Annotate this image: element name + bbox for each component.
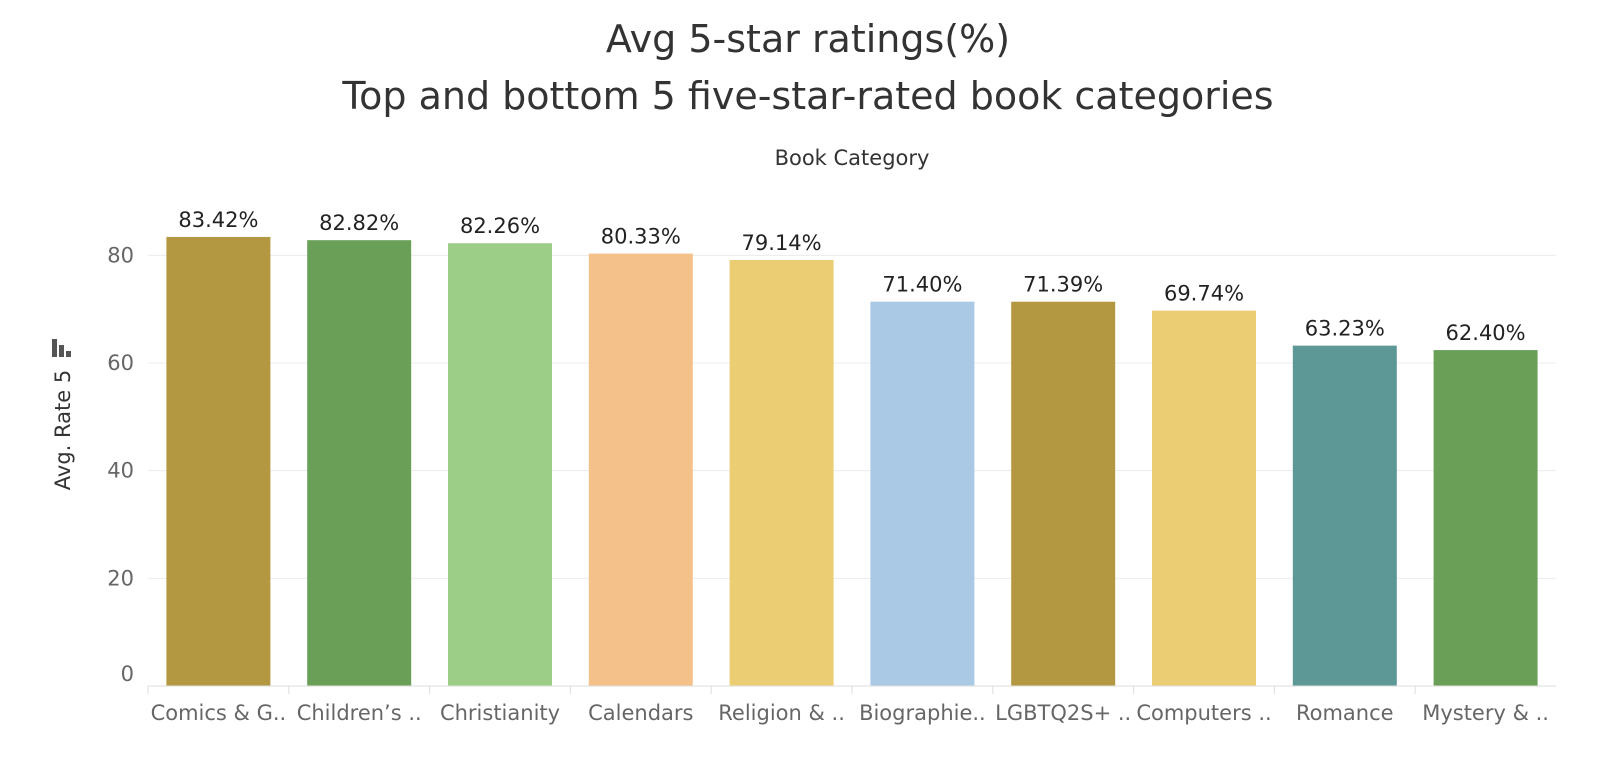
bar[interactable]: [1011, 301, 1116, 686]
value-labels: 83.42% 82.82% 82.26% 80.33% 79.14% 71.40% 71.3…: [178, 208, 1525, 345]
x-tick-label: Calendars: [588, 701, 693, 725]
bar-value-label: 79.14%: [742, 231, 822, 255]
x-tick-label: Comics & G..: [151, 701, 287, 725]
y-tick-label: 20: [107, 566, 134, 590]
x-tick-label: Computers ..: [1136, 701, 1271, 725]
bar[interactable]: [1152, 310, 1256, 686]
y-tick-label: 0: [121, 662, 134, 686]
bar-value-label: 82.26%: [460, 214, 540, 238]
bar-value-label: 82.82%: [319, 211, 399, 235]
bar[interactable]: [166, 236, 271, 686]
x-tick-label: Religion & ..: [718, 701, 845, 725]
x-tick-label: Children’s ..: [297, 701, 422, 725]
x-tick-label: Biographie..: [859, 701, 986, 725]
x-tick-label: Christianity: [440, 701, 560, 725]
y-axis-ticks: 0 20 40 60 80: [107, 243, 134, 686]
y-tick-label: 40: [107, 459, 134, 483]
bar-value-label: 83.42%: [178, 208, 258, 232]
bar-value-label: 80.33%: [601, 225, 681, 249]
bar[interactable]: [870, 301, 975, 686]
bar[interactable]: [1292, 345, 1397, 686]
bar-value-label: 69.74%: [1164, 282, 1244, 306]
chart-title: Avg 5-star ratings(%): [606, 17, 1010, 61]
bar[interactable]: [588, 253, 693, 686]
y-tick-label: 60: [107, 351, 134, 375]
y-tick-label: 80: [107, 243, 134, 267]
bar[interactable]: [1433, 350, 1538, 686]
bar[interactable]: [448, 243, 552, 686]
bars: [166, 236, 1538, 687]
column-header: Book Category: [775, 146, 930, 170]
bar[interactable]: [307, 240, 412, 687]
bar-value-label: 63.23%: [1305, 317, 1385, 341]
bar-value-label: 62.40%: [1446, 321, 1526, 345]
x-axis-ticks: Comics & G.. Children’s .. Christianity Cal…: [147, 686, 1549, 725]
bar[interactable]: [729, 259, 834, 686]
chart-subtitle: Top and bottom 5 five-star-rated book ca…: [341, 74, 1273, 118]
bar-value-label: 71.39%: [1023, 273, 1103, 297]
sort-icon[interactable]: [52, 339, 71, 357]
x-tick-label: Romance: [1296, 701, 1394, 725]
x-tick-label: LGBTQ2S+ ..: [995, 701, 1131, 725]
bar-value-label: 71.40%: [882, 273, 962, 297]
x-tick-label: Mystery & ..: [1422, 701, 1549, 725]
y-axis-label: Avg. Rate 5: [51, 370, 75, 490]
